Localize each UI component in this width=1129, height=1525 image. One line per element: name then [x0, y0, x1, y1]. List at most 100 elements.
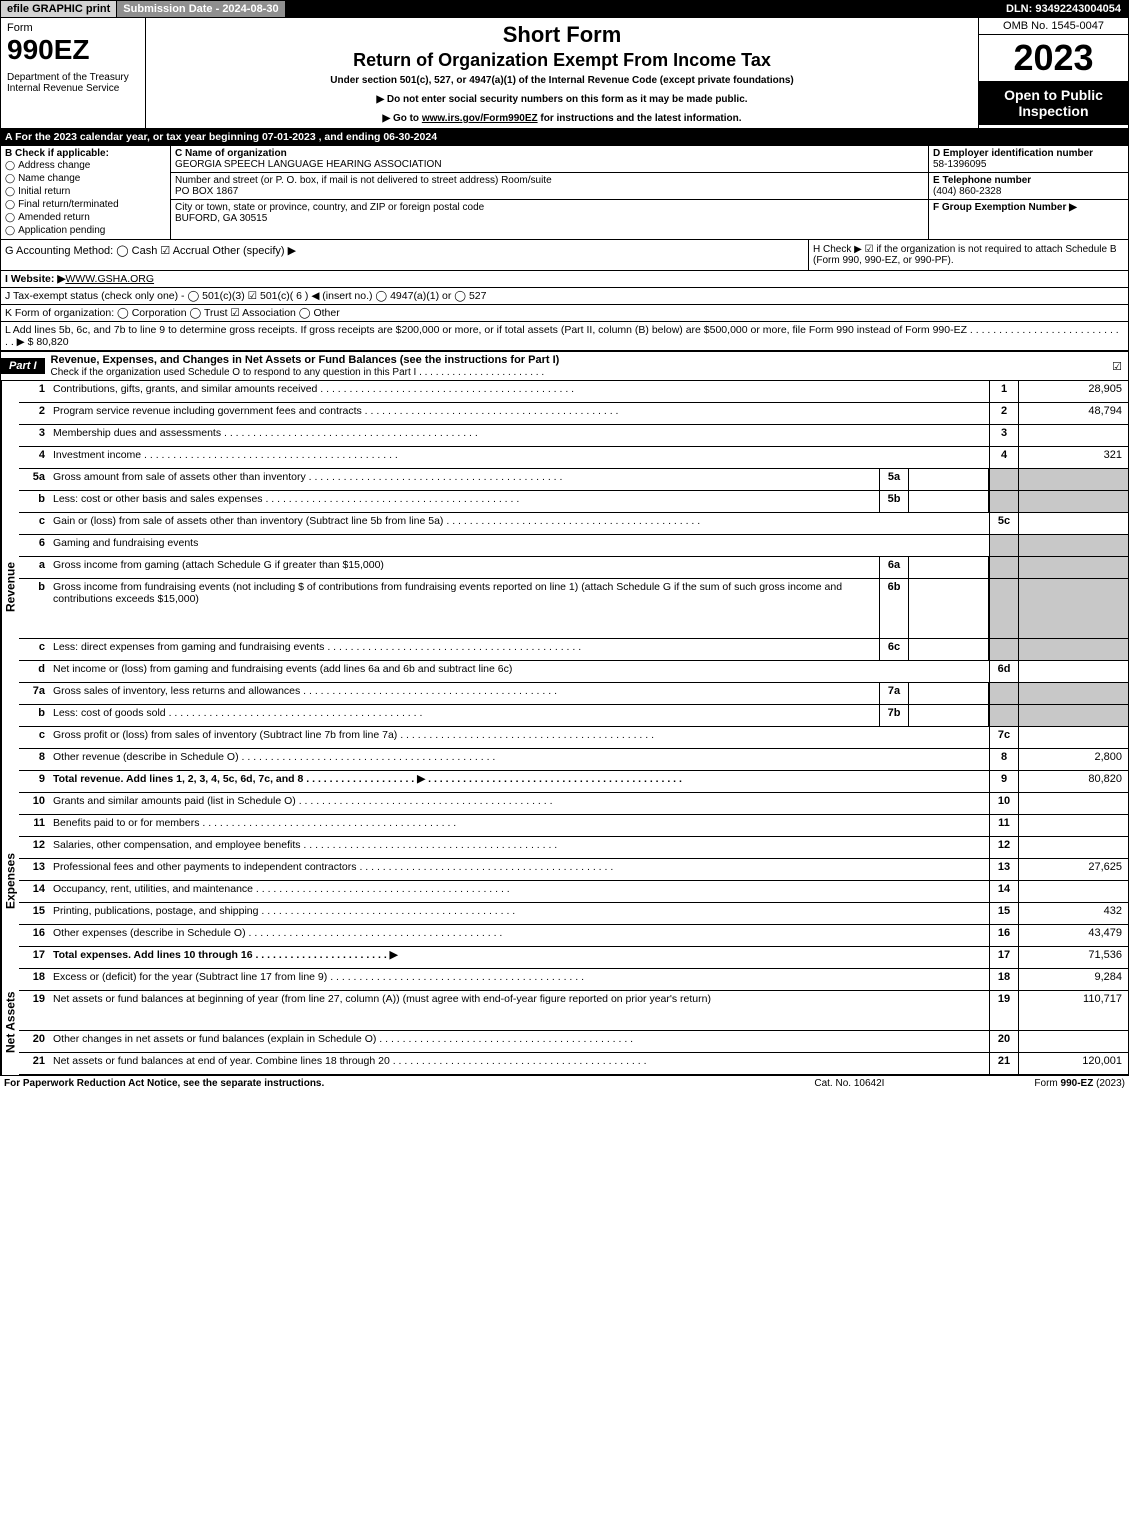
line-7a-desc: Gross sales of inventory, less returns a… [49, 683, 879, 704]
line-h: H Check ▶ ☑ if the organization is not r… [808, 240, 1128, 270]
org-name: GEORGIA SPEECH LANGUAGE HEARING ASSOCIAT… [175, 159, 442, 170]
part-1-header: Part I Revenue, Expenses, and Changes in… [0, 351, 1129, 381]
line-18-val: 9,284 [1019, 969, 1129, 990]
tax-year: 2023 [979, 35, 1128, 81]
ssn-note: ▶ Do not enter social security numbers o… [150, 94, 974, 105]
line-14-val [1019, 881, 1129, 902]
net-assets-side-label: Net Assets [1, 969, 19, 1075]
line-1-desc: Contributions, gifts, grants, and simila… [49, 381, 989, 402]
line-21-desc: Net assets or fund balances at end of ye… [49, 1053, 989, 1074]
line-4-val: 321 [1019, 447, 1129, 468]
header-left: Form 990EZ Department of the Treasury In… [1, 18, 146, 128]
form-header: Form 990EZ Department of the Treasury In… [0, 18, 1129, 129]
line-3-val [1019, 425, 1129, 446]
header-right: OMB No. 1545-0047 2023 Open to Public In… [978, 18, 1128, 128]
footer-right: Form 990-EZ (2023) [1034, 1078, 1125, 1089]
line-13-desc: Professional fees and other payments to … [49, 859, 989, 880]
line-5c-desc: Gain or (loss) from sale of assets other… [49, 513, 989, 534]
line-2-val: 48,794 [1019, 403, 1129, 424]
under-section: Under section 501(c), 527, or 4947(a)(1)… [150, 75, 974, 86]
line-9-val: 80,820 [1019, 771, 1129, 792]
title-short-form: Short Form [150, 22, 974, 48]
org-city: BUFORD, GA 30515 [175, 213, 267, 224]
form-number: 990EZ [7, 34, 139, 66]
c-street-label: Number and street (or P. O. box, if mail… [175, 175, 552, 186]
line-10-val [1019, 793, 1129, 814]
chk-amended-return[interactable]: Amended return [5, 211, 166, 224]
omb-number: OMB No. 1545-0047 [979, 18, 1128, 35]
line-i: I Website: ▶WWW.GSHA.ORG [0, 271, 1129, 288]
ein-value: 58-1396095 [933, 159, 986, 170]
part-1-checkbox[interactable]: ☑ [1106, 358, 1128, 375]
line-8-val: 2,800 [1019, 749, 1129, 770]
line-17-desc: Total expenses. Add lines 10 through 16 … [49, 947, 989, 968]
line-7c-val [1019, 727, 1129, 748]
line-15-val: 432 [1019, 903, 1129, 924]
line-6b-desc: Gross income from fundraising events (no… [49, 579, 879, 638]
line-1-val: 28,905 [1019, 381, 1129, 402]
expenses-side-label: Expenses [1, 793, 19, 969]
line-g: G Accounting Method: ◯ Cash ☑ Accrual Ot… [1, 240, 808, 270]
line-7c-desc: Gross profit or (loss) from sales of inv… [49, 727, 989, 748]
dln: DLN: 93492243004054 [1000, 1, 1128, 17]
line-3-desc: Membership dues and assessments [49, 425, 989, 446]
line-6c-desc: Less: direct expenses from gaming and fu… [49, 639, 879, 660]
line-a: A For the 2023 calendar year, or tax yea… [0, 129, 1129, 146]
chk-initial-return[interactable]: Initial return [5, 185, 166, 198]
section-c: C Name of organization GEORGIA SPEECH LA… [171, 146, 928, 239]
org-street: PO BOX 1867 [175, 186, 238, 197]
d-label: D Employer identification number [933, 148, 1093, 159]
submission-date: Submission Date - 2024-08-30 [117, 1, 285, 17]
c-city-label: City or town, state or province, country… [175, 202, 484, 213]
line-19-val: 110,717 [1019, 991, 1129, 1030]
e-label: E Telephone number [933, 175, 1031, 186]
expenses-table: Expenses 10Grants and similar amounts pa… [0, 793, 1129, 969]
page-footer: For Paperwork Reduction Act Notice, see … [0, 1075, 1129, 1091]
line-7b-desc: Less: cost of goods sold [49, 705, 879, 726]
chk-application-pending[interactable]: Application pending [5, 224, 166, 237]
line-17-val: 71,536 [1019, 947, 1129, 968]
dept-label: Department of the Treasury Internal Reve… [7, 72, 139, 94]
line-2-desc: Program service revenue including govern… [49, 403, 989, 424]
line-j: J Tax-exempt status (check only one) - ◯… [0, 288, 1129, 305]
title-return: Return of Organization Exempt From Incom… [150, 50, 974, 71]
line-20-desc: Other changes in net assets or fund bala… [49, 1031, 989, 1052]
line-21-val: 120,001 [1019, 1053, 1129, 1074]
part-1-title: Revenue, Expenses, and Changes in Net As… [51, 354, 560, 366]
goto-note: ▶ Go to www.irs.gov/Form990EZ for instru… [150, 113, 974, 124]
line-6d-val [1019, 661, 1129, 682]
line-15-desc: Printing, publications, postage, and shi… [49, 903, 989, 924]
c-name-label: C Name of organization [175, 148, 287, 159]
line-9-desc: Total revenue. Add lines 1, 2, 3, 4, 5c,… [49, 771, 989, 792]
chk-final-return[interactable]: Final return/terminated [5, 198, 166, 211]
phone-value: (404) 860-2328 [933, 186, 1001, 197]
section-def: D Employer identification number 58-1396… [928, 146, 1128, 239]
line-19-desc: Net assets or fund balances at beginning… [49, 991, 989, 1030]
chk-name-change[interactable]: Name change [5, 172, 166, 185]
section-bc: B Check if applicable: Address change Na… [0, 146, 1129, 240]
line-4-desc: Investment income [49, 447, 989, 468]
form-word: Form [7, 22, 139, 34]
line-14-desc: Occupancy, rent, utilities, and maintena… [49, 881, 989, 902]
line-12-val [1019, 837, 1129, 858]
irs-link[interactable]: www.irs.gov/Form990EZ [422, 113, 538, 124]
line-18-desc: Excess or (deficit) for the year (Subtra… [49, 969, 989, 990]
line-6-desc: Gaming and fundraising events [49, 535, 989, 556]
section-b: B Check if applicable: Address change Na… [1, 146, 171, 239]
footer-cat: Cat. No. 10642I [814, 1078, 884, 1089]
chk-address-change[interactable]: Address change [5, 159, 166, 172]
line-8-desc: Other revenue (describe in Schedule O) [49, 749, 989, 770]
header-middle: Short Form Return of Organization Exempt… [146, 18, 978, 128]
website-link[interactable]: WWW.GSHA.ORG [65, 273, 154, 285]
line-11-desc: Benefits paid to or for members [49, 815, 989, 836]
line-12-desc: Salaries, other compensation, and employ… [49, 837, 989, 858]
line-16-desc: Other expenses (describe in Schedule O) [49, 925, 989, 946]
line-13-val: 27,625 [1019, 859, 1129, 880]
efile-label[interactable]: efile GRAPHIC print [1, 1, 117, 17]
line-11-val [1019, 815, 1129, 836]
line-5c-val [1019, 513, 1129, 534]
section-gh: G Accounting Method: ◯ Cash ☑ Accrual Ot… [0, 240, 1129, 271]
public-inspection: Open to Public Inspection [979, 81, 1128, 125]
b-label: B Check if applicable: [5, 148, 166, 159]
line-10-desc: Grants and similar amounts paid (list in… [49, 793, 989, 814]
